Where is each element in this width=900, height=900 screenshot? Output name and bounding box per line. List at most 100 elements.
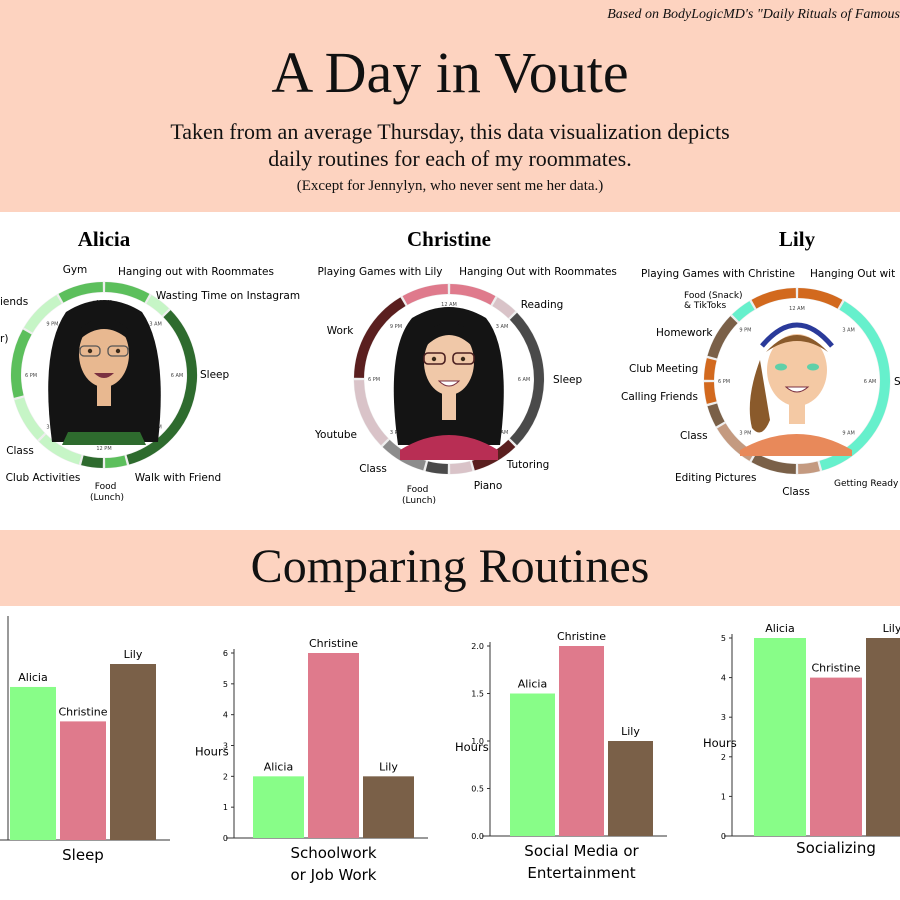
bar-alicia xyxy=(754,638,806,836)
clock-tick-label: 6 AM xyxy=(518,377,531,383)
mouth-shape xyxy=(437,380,461,387)
y-tick-label: 1.0 xyxy=(471,737,484,746)
bar-label: Lily xyxy=(621,725,640,738)
bar-alicia xyxy=(10,686,56,840)
bar-lily xyxy=(866,638,900,836)
activity-label: r) xyxy=(0,333,8,345)
shirt-shape xyxy=(740,434,852,456)
activity-label-snack: Food (Snack) & TikToks xyxy=(684,291,745,311)
y-tick-label: 0.5 xyxy=(471,785,484,794)
ring-segment xyxy=(81,455,104,468)
activity-labels: Gym Hanging out with Roommates Wasting T… xyxy=(0,264,900,506)
ring-segment xyxy=(126,310,197,465)
activity-label: Sleep xyxy=(553,374,583,386)
bar-lily xyxy=(363,776,414,838)
activity-label: Walk with Friend xyxy=(135,472,221,484)
y-axis-label: Hours xyxy=(195,745,229,759)
eye-right xyxy=(115,348,121,354)
clock-tick-label: 3 PM xyxy=(390,430,402,436)
activity-label: Hanging Out wit xyxy=(810,268,895,280)
activity-label: Class xyxy=(6,445,34,457)
bangs-shape xyxy=(424,323,474,348)
bar-alicia xyxy=(510,693,555,836)
activity-label: Club Activities xyxy=(6,472,81,484)
bar-label: Lily xyxy=(883,622,900,635)
y-tick-label: 6 xyxy=(223,649,228,658)
ring-segment xyxy=(104,282,150,303)
bar-chart-1: Alicia Christine Lily Sleep xyxy=(0,616,170,864)
y-axis-label: Hours xyxy=(703,736,737,750)
glasses-right xyxy=(107,345,129,357)
activity-label: iends xyxy=(0,296,28,308)
activity-label: Class xyxy=(359,463,387,475)
clock-tick-label: 9 AM xyxy=(496,430,509,436)
headband-shape xyxy=(760,322,834,348)
bar-chart-2: 0 1 2 3 4 5 6 Alicia Christine Lily Hours Schoolwor… xyxy=(195,637,428,884)
activity-label: Calling Friends xyxy=(621,391,698,403)
chart-title: or Job Work xyxy=(291,866,377,884)
clock-tick-label: 12 AM xyxy=(441,302,457,308)
face-shape xyxy=(767,334,827,406)
roommate-name: Christine xyxy=(407,227,491,251)
bar-christine xyxy=(60,721,106,840)
y-tick-label: 3 xyxy=(721,713,726,722)
y-tick-label: 2 xyxy=(721,753,726,762)
clock-tick-label: 6 PM xyxy=(368,377,380,383)
activity-label-food: Food (Lunch) xyxy=(402,485,436,506)
y-tick-label: 0 xyxy=(721,832,726,841)
ring-segment xyxy=(704,358,717,381)
activity-label: Youtube xyxy=(314,429,357,441)
glasses-left xyxy=(79,345,101,357)
bar-label: Lily xyxy=(379,760,398,773)
activity-label: Hanging out with Roommates xyxy=(118,266,274,278)
bar-label: Christine xyxy=(811,662,860,675)
ring-segment xyxy=(751,453,797,474)
neck-shape xyxy=(97,382,111,406)
chart-title: Sleep xyxy=(62,846,104,864)
y-tick-label: 3 xyxy=(223,742,228,751)
ring-segment xyxy=(509,312,544,446)
activity-label: Editing Pictures xyxy=(675,472,757,484)
roommate-name: Lily xyxy=(779,227,816,251)
clock-tick-label: 6 AM xyxy=(171,373,184,379)
bar-label: Alicia xyxy=(765,622,794,635)
y-tick-label: 1 xyxy=(223,803,228,812)
ring-segment xyxy=(402,284,449,305)
subtitle-line-2: daily routines for each of my roommates. xyxy=(268,146,632,171)
credit-text: Based on BodyLogicMD's "Daily Rituals of… xyxy=(607,7,900,22)
activity-label-food: Food (Lunch) xyxy=(90,482,124,503)
y-tick-label: 1 xyxy=(721,792,726,801)
y-axis-label: Hours xyxy=(455,740,489,754)
clock-tick-label: 12 AM xyxy=(789,306,805,312)
clock-tick-label: 3 AM xyxy=(842,327,855,333)
bar-alicia xyxy=(253,776,304,838)
page-title: A Day in Voute xyxy=(271,40,629,105)
ring-segment xyxy=(425,461,449,474)
activity-label: Piano xyxy=(474,480,503,492)
shirt-shape xyxy=(400,435,498,460)
clock-tick-label: 12 PM xyxy=(96,446,111,452)
glasses-left xyxy=(423,352,446,365)
clock-tick-label: 3 AM xyxy=(496,324,509,330)
bar-label: Christine xyxy=(58,705,107,718)
activity-label: Getting Ready for xyxy=(834,479,900,489)
bar-label: Lily xyxy=(124,648,143,661)
eye-left xyxy=(775,363,787,371)
clock-tick-label: 6 AM xyxy=(864,379,877,385)
y-tick-label: 5 xyxy=(223,680,228,689)
ring-segment xyxy=(39,434,82,465)
glasses-right xyxy=(452,352,475,365)
clock-tick-label: 9 AM xyxy=(842,431,855,437)
mouth-shape xyxy=(94,373,114,378)
ring-segment xyxy=(354,379,389,446)
braid-shape xyxy=(749,360,770,433)
bar-label: Alicia xyxy=(518,678,547,691)
bar-lily xyxy=(110,664,156,840)
ring-segment xyxy=(449,461,473,474)
bar-label: Alicia xyxy=(18,671,47,684)
activity-label: S xyxy=(894,376,900,388)
bar-chart-3: 0.0 0.5 1.0 1.5 2.0 Alicia Christine Lily Hours S… xyxy=(455,630,667,882)
